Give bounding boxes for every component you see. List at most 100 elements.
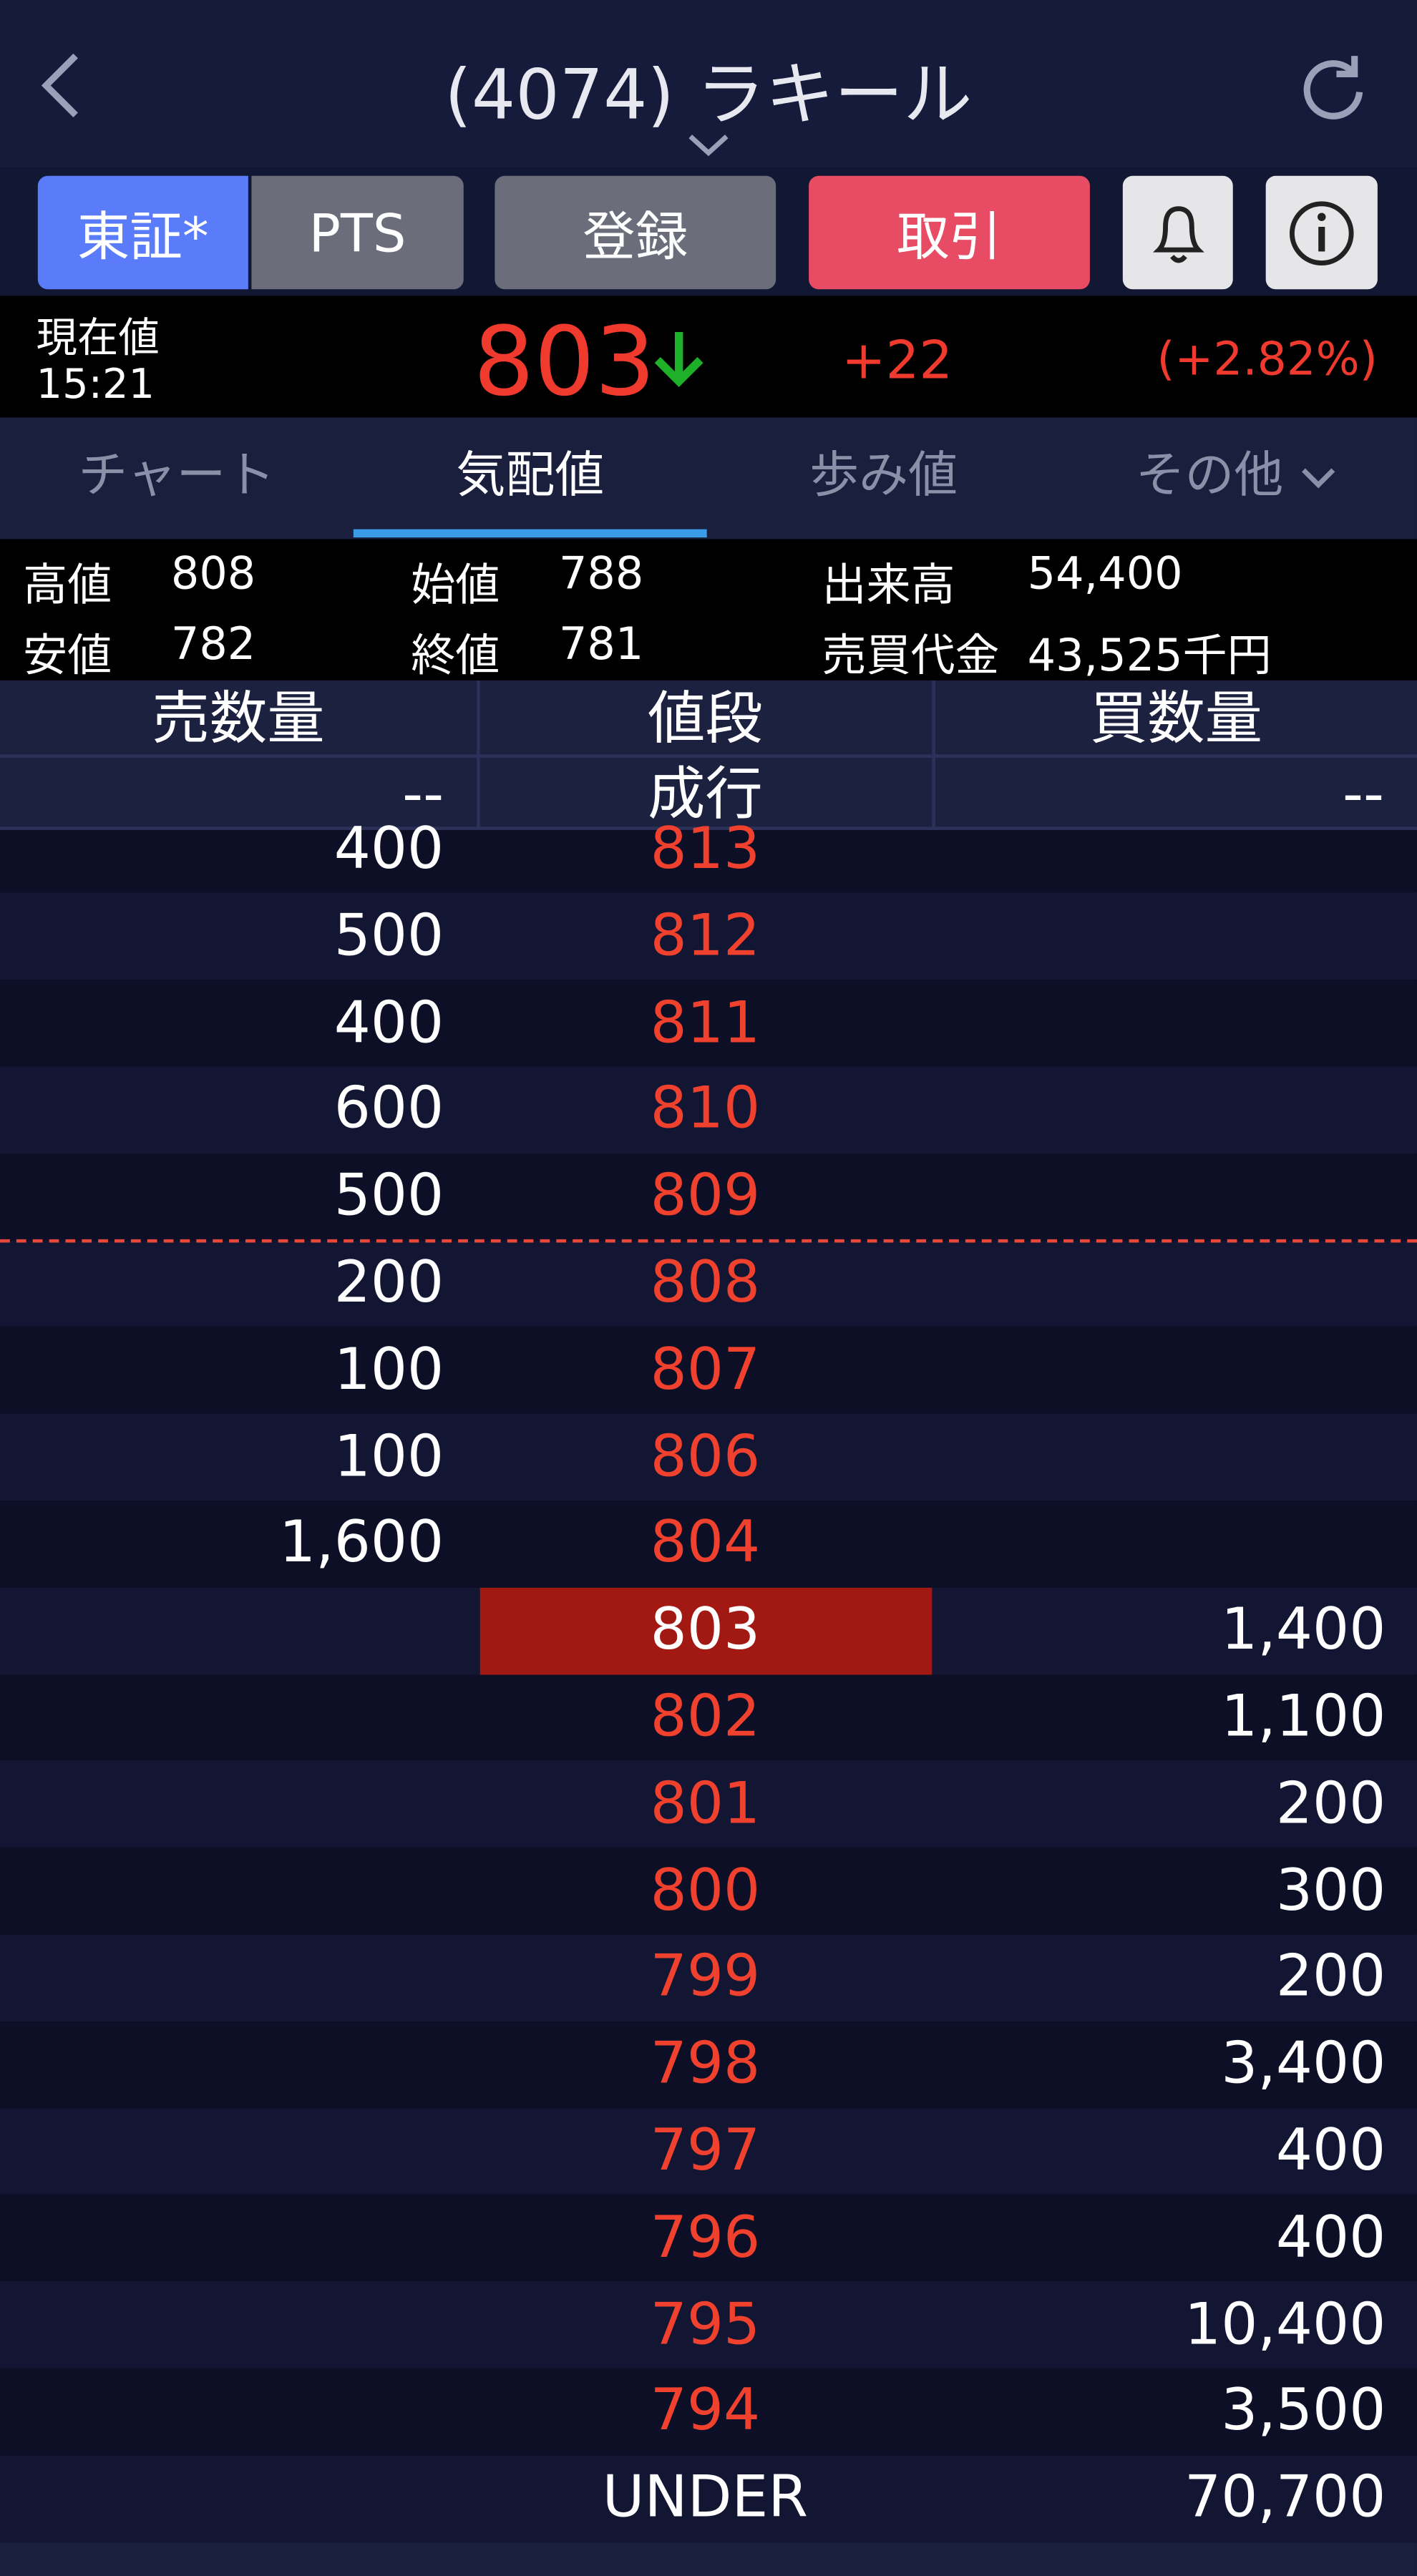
row-bg [0,1066,1417,1154]
tab-indicator [353,529,707,538]
column-header: 買数量 [1089,687,1263,753]
under-label: UNDER [602,2465,809,2532]
row-bg [0,1153,1417,1241]
header [0,0,1417,168]
divider [477,680,480,829]
stat-value: 788 [558,549,644,600]
info-button[interactable] [1265,175,1378,290]
price-level: 812 [650,903,761,970]
info-icon [1289,200,1354,265]
price-bar [0,296,1417,418]
buy-quantity: 300 [1275,1858,1386,1924]
register-button[interactable]: 登録 [495,175,776,290]
under-quantity: 70,700 [1184,2465,1386,2532]
stat-value: 781 [558,619,644,671]
current-price: 803 [473,306,656,418]
stat-label: 始値 [411,560,500,612]
row-bg [0,893,1417,980]
stat-label: 安値 [23,631,112,683]
row-bg [0,1760,1417,1848]
price-time: 15:21 [36,360,155,408]
price-level: 806 [650,1424,761,1491]
buy-quantity: 10,400 [1184,2292,1386,2358]
stat-label: 出来高 [822,560,955,612]
price-level: 798 [650,2031,761,2098]
row-bg [0,2108,1417,2195]
price-level: 807 [650,1337,761,1404]
column-header: 売数量 [152,687,325,753]
current-price-highlight [479,1587,933,1674]
sell-quantity: 400 [333,990,444,1057]
column-header: 値段 [647,687,763,753]
buy-quantity: 1,400 [1221,1598,1386,1664]
dropdown-icon[interactable] [687,132,730,158]
stat-value: 43,525千円 [1027,631,1272,683]
divider [0,754,1417,758]
price-change: +22 [842,328,953,391]
row-bg [0,2021,1417,2109]
row-bg [0,980,1417,1067]
stat-value: 54,400 [1027,549,1183,600]
stats-panel [0,539,1417,680]
sell-quantity: 200 [333,1251,444,1317]
row-bg [0,2281,1417,2368]
row-bg [0,1674,1417,1761]
price-level: 795 [650,2292,761,2358]
row-bg [0,2195,1417,2282]
price-level: 797 [650,2118,761,2185]
bottom-bar [0,2541,1417,2576]
price-level: 808 [650,1251,761,1317]
trade-button[interactable]: 取引 [809,175,1090,290]
price-level: 813 [650,816,761,883]
price-change-pct: (+2.82%) [1157,331,1378,386]
price-level: 804 [650,1511,761,1577]
sell-quantity: 500 [333,1163,444,1230]
row-bg [0,1848,1417,1935]
market-tse-button[interactable]: 東証* [37,175,248,290]
price-level: 799 [650,1945,761,2011]
day-high-line [0,1238,1417,1242]
sell-quantity: 600 [333,1077,444,1143]
buy-quantity: 400 [1275,2205,1386,2271]
market-order-cell: -- [402,762,444,829]
alert-button[interactable] [1122,175,1233,290]
price-label: 現在値 [36,313,160,362]
row-bg [0,1413,1417,1501]
stat-label: 売買代金 [822,631,1000,683]
tab-active[interactable]: 気配値 [456,447,605,505]
sell-quantity: 400 [333,816,444,883]
tab-bar [0,417,1417,540]
divider [932,680,935,829]
price-level: 801 [650,1771,761,1838]
title: (4074) ラキール [444,54,973,135]
buy-quantity: 200 [1275,1945,1386,2011]
sell-quantity: 500 [333,903,444,970]
refresh-button[interactable] [1299,53,1368,122]
market-order-cell: -- [1343,762,1385,829]
price-level: 802 [650,1684,761,1751]
price-level: 796 [650,2205,761,2271]
tab[interactable]: その他 [1085,419,1389,535]
stat-value: 782 [170,619,256,671]
tab[interactable]: 歩み値 [809,447,958,505]
row-bg [0,1240,1417,1327]
price-level: 794 [650,2379,761,2445]
sell-quantity: 1,600 [279,1511,444,1577]
row-bg [0,1934,1417,2021]
tab-label: その他 [1135,447,1284,505]
market-pts-button[interactable]: PTS [251,175,464,290]
row-bg [0,2368,1417,2456]
market-order-cell: 成行 [647,762,763,829]
row-bg [0,2455,1417,2542]
buy-quantity: 200 [1275,1771,1386,1838]
price-level: 803 [650,1598,761,1664]
bell-icon [1151,205,1204,263]
row-bg [0,1501,1417,1588]
price-level: 800 [650,1858,761,1924]
divider [0,826,1417,830]
price-level: 809 [650,1163,761,1230]
stat-value: 808 [170,549,256,600]
back-button[interactable] [36,49,86,122]
tab[interactable]: チャート [78,447,276,505]
stat-label: 終値 [411,631,500,683]
